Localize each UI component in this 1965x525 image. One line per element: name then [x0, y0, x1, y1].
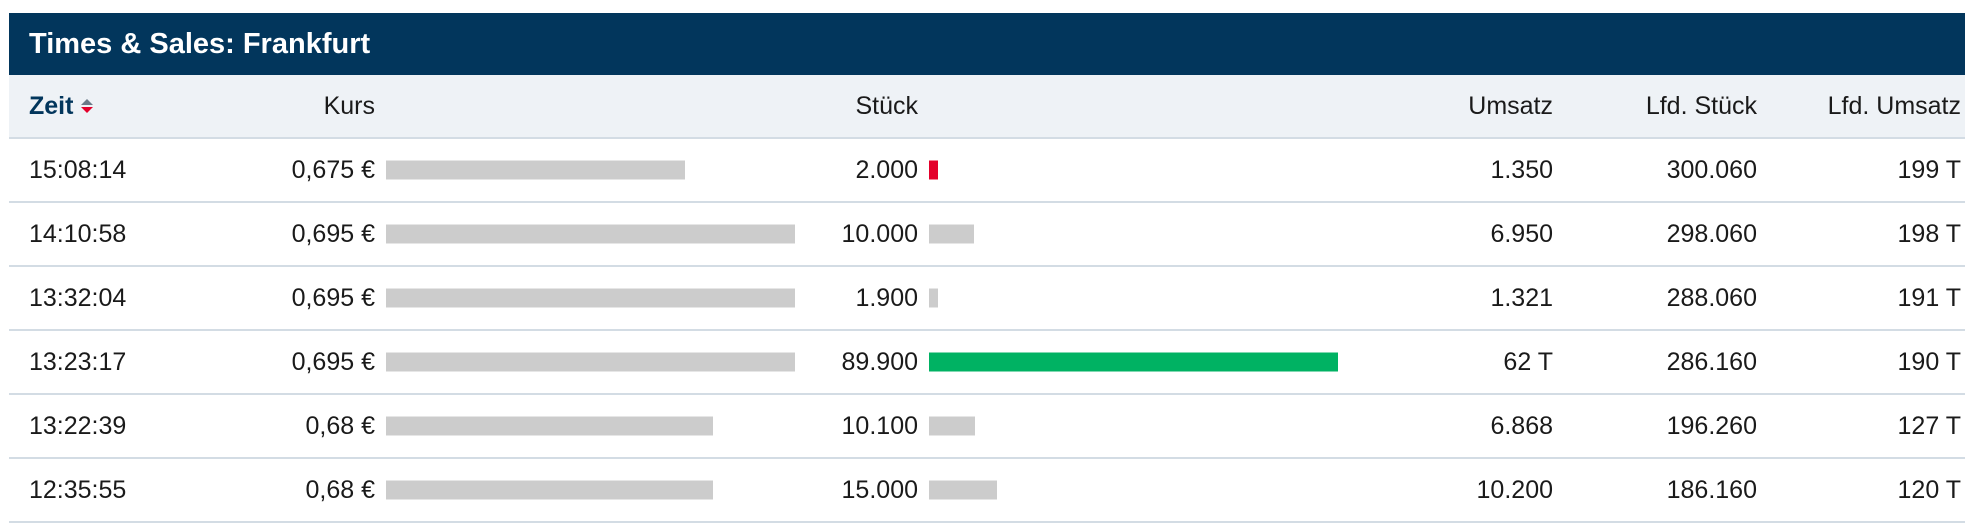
cell-zeit: 15:08:14: [29, 155, 127, 184]
cell-zeit: 13:22:39: [29, 411, 127, 440]
table-row: 12:35:55 0,68 € 15.000 10.200 186.160 12…: [9, 459, 1965, 523]
volume-bar: [929, 416, 975, 436]
table-header: Zeit Kurs Stück Umsatz Lfd. Stück Lfd. U…: [9, 75, 1965, 139]
cell-kurs: 0,695 €: [291, 347, 375, 376]
table-row: 13:23:17 0,695 € 89.900 62 T 286.160 190…: [9, 331, 1965, 395]
cell-kurs: 0,695 €: [291, 219, 375, 248]
table-row: 15:08:14 0,675 € 2.000 1.350 300.060 199…: [9, 139, 1965, 203]
kurs-bar: [386, 160, 685, 180]
cell-umsatz: 1.321: [1490, 283, 1553, 312]
cell-zeit: 14:10:58: [29, 219, 127, 248]
cell-zeit: 13:23:17: [29, 347, 127, 376]
volume-bar: [929, 288, 938, 308]
cell-lfd-umsatz: 199 T: [1897, 155, 1961, 184]
volume-bar: [929, 352, 1338, 372]
column-header-lfd-stueck[interactable]: Lfd. Stück: [1645, 91, 1757, 120]
volume-bar: [929, 224, 974, 244]
column-header-lfd-umsatz[interactable]: Lfd. Umsatz: [1827, 91, 1961, 120]
cell-lfd-umsatz: 191 T: [1897, 283, 1961, 312]
cell-lfd-stueck: 286.160: [1666, 347, 1757, 376]
times-and-sales-panel: Times & Sales: Frankfurt Zeit Kurs Stück…: [9, 13, 1965, 523]
kurs-bar: [386, 480, 713, 500]
kurs-bar: [386, 352, 795, 372]
column-header-stueck[interactable]: Stück: [855, 91, 918, 120]
volume-bar: [929, 160, 938, 180]
cell-umsatz: 6.868: [1490, 411, 1553, 440]
column-header-umsatz[interactable]: Umsatz: [1468, 91, 1553, 120]
table-row: 14:10:58 0,695 € 10.000 6.950 298.060 19…: [9, 203, 1965, 267]
table-row: 13:32:04 0,695 € 1.900 1.321 288.060 191…: [9, 267, 1965, 331]
cell-lfd-stueck: 298.060: [1666, 219, 1757, 248]
column-header-zeit[interactable]: Zeit: [29, 75, 229, 137]
cell-stueck: 15.000: [841, 475, 918, 504]
cell-stueck: 1.900: [855, 283, 918, 312]
cell-lfd-stueck: 300.060: [1666, 155, 1757, 184]
column-header-kurs[interactable]: Kurs: [323, 91, 375, 120]
cell-stueck: 10.000: [841, 219, 918, 248]
table-body: 15:08:14 0,675 € 2.000 1.350 300.060 199…: [9, 139, 1965, 523]
cell-lfd-umsatz: 198 T: [1897, 219, 1961, 248]
cell-umsatz: 10.200: [1476, 475, 1553, 504]
kurs-bar: [386, 224, 795, 244]
cell-lfd-stueck: 288.060: [1666, 283, 1757, 312]
cell-umsatz: 6.950: [1490, 219, 1553, 248]
cell-umsatz: 62 T: [1503, 347, 1553, 376]
cell-kurs: 0,695 €: [291, 283, 375, 312]
cell-zeit: 13:32:04: [29, 283, 127, 312]
cell-stueck: 89.900: [841, 347, 918, 376]
cell-lfd-stueck: 196.260: [1666, 411, 1757, 440]
cell-lfd-umsatz: 127 T: [1897, 411, 1961, 440]
volume-bar: [929, 480, 997, 500]
cell-umsatz: 1.350: [1490, 155, 1553, 184]
sort-desc-icon[interactable]: [81, 99, 94, 113]
kurs-bar: [386, 416, 713, 436]
cell-kurs: 0,675 €: [291, 155, 375, 184]
column-header-zeit-label: Zeit: [29, 91, 74, 120]
cell-zeit: 12:35:55: [29, 475, 127, 504]
kurs-bar: [386, 288, 795, 308]
table-row: 13:22:39 0,68 € 10.100 6.868 196.260 127…: [9, 395, 1965, 459]
cell-kurs: 0,68 €: [305, 475, 375, 504]
cell-stueck: 2.000: [855, 155, 918, 184]
cell-lfd-umsatz: 190 T: [1897, 347, 1961, 376]
cell-stueck: 10.100: [841, 411, 918, 440]
cell-kurs: 0,68 €: [305, 411, 375, 440]
cell-lfd-stueck: 186.160: [1666, 475, 1757, 504]
cell-lfd-umsatz: 120 T: [1897, 475, 1961, 504]
panel-title: Times & Sales: Frankfurt: [9, 13, 1965, 75]
